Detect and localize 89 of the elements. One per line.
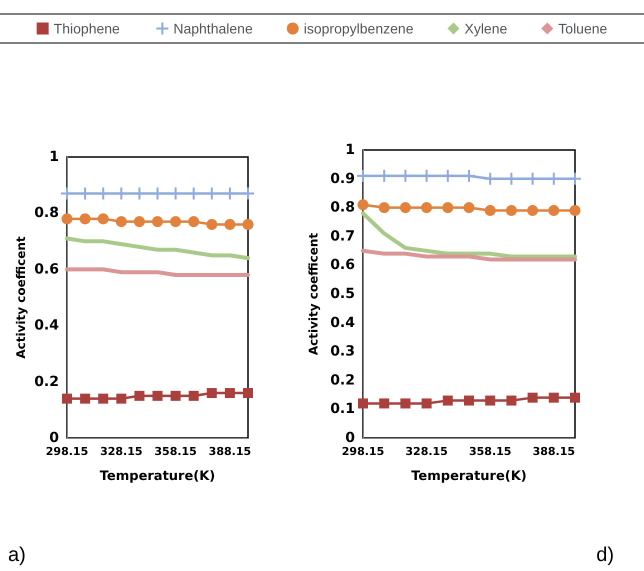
legend-label: Toluene (558, 20, 608, 36)
y-tick-label: 0.7 (330, 228, 355, 244)
point (548, 204, 560, 216)
y-tick-label: 0.9 (330, 170, 355, 187)
x-tick-label: 328.15 (100, 445, 143, 458)
y-tick-label: 0.2 (330, 372, 355, 388)
point (442, 202, 454, 214)
point (420, 168, 434, 183)
point (98, 213, 109, 224)
point (442, 396, 453, 406)
point (116, 394, 126, 404)
point (377, 168, 392, 183)
point (134, 216, 145, 228)
point (134, 390, 144, 401)
y-tick-label: 0.2 (34, 374, 59, 390)
point (528, 392, 538, 403)
point (224, 218, 236, 230)
point (527, 204, 538, 216)
point (398, 168, 412, 183)
legend-label: Naphthalene (173, 20, 253, 36)
y-tick-label: 0.6 (34, 261, 59, 278)
x-tick-label: 358.15 (154, 445, 197, 458)
point (188, 216, 200, 228)
point (243, 388, 253, 398)
y-tick-label: 0 (49, 430, 60, 446)
x-axis-title: Temperature(K) (411, 469, 527, 484)
y-tick-label: 0.4 (330, 314, 356, 331)
point (80, 394, 90, 404)
point (98, 394, 108, 404)
legend-label: isopropylbenzene (304, 20, 414, 36)
point (358, 199, 368, 210)
text: d) (596, 544, 614, 566)
line-series (361, 248, 577, 262)
point (188, 390, 199, 401)
legend-label: Thiophene (54, 20, 120, 36)
point (570, 392, 580, 403)
y-tick-label: 0.8 (34, 205, 59, 222)
point (62, 394, 72, 404)
y-tick-label: 0.8 (330, 200, 355, 216)
point (484, 204, 496, 216)
y-tick-label: 1 (345, 142, 355, 158)
point (485, 396, 496, 406)
x-axis-title: Temperature(K) (100, 469, 216, 484)
y-tick-label: 0.5 (330, 286, 355, 302)
y-tick-label: 0.6 (330, 257, 355, 274)
y-tick-label: 0 (345, 430, 356, 446)
point (378, 202, 390, 214)
point (358, 398, 368, 408)
point (80, 213, 91, 224)
point (152, 390, 162, 401)
text: a) (8, 544, 26, 566)
point (379, 398, 390, 408)
y-tick-label: 1 (49, 149, 59, 165)
point (570, 204, 580, 216)
point (400, 202, 411, 214)
x-tick-label: 328.15 (405, 445, 448, 458)
point (548, 392, 559, 403)
point (116, 216, 127, 228)
point (421, 202, 432, 214)
x-tick-label: 298.15 (342, 445, 384, 458)
x-tick-label: 298.15 (46, 445, 88, 458)
point (440, 168, 455, 183)
legend-label: Xylene (464, 20, 508, 36)
point (62, 213, 72, 224)
point (506, 204, 517, 216)
y-tick-label: 0.3 (330, 344, 355, 360)
point (152, 216, 163, 228)
point (464, 396, 474, 406)
point (206, 388, 217, 398)
point (206, 218, 218, 230)
point (242, 218, 254, 230)
line-series (65, 236, 250, 260)
y-tick-label: 0.1 (330, 401, 355, 418)
point (506, 396, 516, 406)
point (170, 216, 182, 228)
y-tick-label: 0.4 (34, 318, 60, 334)
x-tick-label: 388.15 (532, 445, 576, 458)
x-tick-label: 358.15 (468, 445, 512, 458)
point (464, 202, 474, 214)
point (224, 388, 235, 398)
x-tick-label: 388.15 (208, 445, 252, 458)
point (422, 398, 432, 408)
point (170, 390, 181, 401)
point (356, 168, 370, 183)
y-axis-title: Activity coefficent (306, 232, 320, 356)
point (462, 168, 476, 183)
point (400, 398, 410, 408)
line-series (361, 211, 577, 259)
y-axis-title: Activity coefficent (14, 236, 28, 359)
